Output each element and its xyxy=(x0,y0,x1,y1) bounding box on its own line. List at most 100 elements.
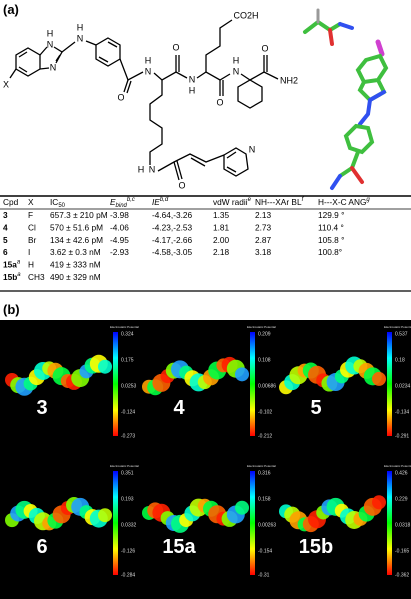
colorbar-title: Electrostatic Potential xyxy=(247,464,276,468)
atom-label: N xyxy=(47,39,54,49)
colorbar-title: Electrostatic Potential xyxy=(384,464,411,468)
atom-label: O xyxy=(261,43,268,53)
cell-text: -4.95 xyxy=(110,235,129,245)
cell-text: -4.17,-2.66 xyxy=(152,235,193,245)
colorbar-title: Electrostatic Potential xyxy=(110,325,139,329)
cell-text: 419 ± 333 nM xyxy=(50,260,101,270)
compound-label: 5 xyxy=(310,397,321,419)
table-cell: 110.4 ° xyxy=(318,223,344,233)
colorbar-tick-label: 0.193 xyxy=(121,496,134,502)
header-text: vdW radii xyxy=(213,197,248,207)
colorbar-tick-label: 0.229 xyxy=(395,496,408,502)
table-header: H---X-C ANGg xyxy=(318,197,370,208)
header-sup: g xyxy=(366,197,370,203)
table-header: X xyxy=(28,197,34,207)
esp-map: 3 Electrostatic Potential 0.324 0.175 0.0253… xyxy=(5,325,139,439)
header-sup: b,c xyxy=(127,197,135,203)
colorbar xyxy=(387,332,392,436)
table-cell: 2.73 xyxy=(255,223,272,233)
cell-sup: a xyxy=(17,272,21,278)
cell-text: 100.8° xyxy=(318,247,342,257)
colorbar-tick-label: 0.209 xyxy=(258,331,271,337)
compound-label: 15a xyxy=(162,536,196,558)
table: Cpd X IC50 Ebindb,c IEb,d vdW radiie NH---XAr … xyxy=(3,197,370,283)
cell-text: 129.9 ° xyxy=(318,210,344,220)
table-header: vdW radiie xyxy=(213,197,252,208)
esp-map: 15a Electrostatic Potential 0.316 0.158 0.00… xyxy=(142,464,276,578)
cell-text: 490 ± 329 nM xyxy=(50,272,101,282)
cell-text: Cl xyxy=(28,223,36,233)
atom-label: H xyxy=(138,164,145,174)
atom-label: O xyxy=(216,97,223,107)
cell-text: 3.62 ± 0.3 nM xyxy=(50,247,101,257)
table-cell: 6 xyxy=(3,247,8,257)
cell-text: -4.06 xyxy=(110,223,129,233)
table-cell: -4.23,-2.53 xyxy=(152,223,193,233)
table-cell: H xyxy=(28,260,34,270)
colorbar-tick-label: 0.537 xyxy=(395,331,408,337)
table-cell: 490 ± 329 nM xyxy=(50,272,101,282)
cell-text: F xyxy=(28,210,33,220)
esp-surface xyxy=(98,359,112,374)
table-cell: 134 ± 42.6 pM xyxy=(50,235,103,245)
table-cell: -4.17,-2.66 xyxy=(152,235,193,245)
table-cell: 2.18 xyxy=(213,247,230,257)
colorbar-tick-label: -0.134 xyxy=(395,409,409,415)
cell-text: 4 xyxy=(3,223,8,233)
atom-label: H xyxy=(233,55,240,65)
colorbar xyxy=(250,471,255,575)
table-cell: 4 xyxy=(3,223,8,233)
colorbar-tick-label: -0.154 xyxy=(258,548,272,554)
table-cell: 3 xyxy=(3,210,8,220)
atom-label: N xyxy=(50,62,57,72)
cell-text: 2.00 xyxy=(213,235,230,245)
atom-label: N xyxy=(249,144,256,154)
colorbar-title: Electrostatic Potential xyxy=(247,325,276,329)
esp-map: 4 Electrostatic Potential 0.209 0.108 0.0068… xyxy=(142,325,276,439)
esp-map: 15b Electrostatic Potential 0.426 0.229 0.03… xyxy=(279,464,411,578)
atom-label: X xyxy=(3,79,9,89)
header-text: Cpd xyxy=(3,197,19,207)
cell-text: 2.13 xyxy=(255,210,272,220)
colorbar-tick-label: -0.124 xyxy=(121,409,135,415)
cell-sup: a xyxy=(17,259,21,265)
atom-label: CO2H xyxy=(233,10,258,20)
colorbar-tick-label: -0.165 xyxy=(395,548,409,554)
table-cell: 2.00 xyxy=(213,235,230,245)
table-header: IEb,d xyxy=(152,197,169,208)
header-text: E xyxy=(110,197,116,207)
header-sub: 50 xyxy=(58,203,65,209)
colorbar-tick-label: 0.0318 xyxy=(395,522,411,528)
cell-text: CH3 xyxy=(28,272,45,282)
cell-text: 2.87 xyxy=(255,235,272,245)
colorbar-tick-label: -0.31 xyxy=(258,572,270,578)
cell-text: I xyxy=(28,247,30,257)
colorbar-tick-label: -0.291 xyxy=(395,433,409,439)
table-cell: 2.13 xyxy=(255,210,272,220)
esp-surface xyxy=(98,508,112,523)
table-cell: 657.3 ± 210 pM xyxy=(50,210,108,220)
header-text: IE xyxy=(152,197,160,207)
header-text: IC xyxy=(50,197,58,207)
table-cell: 570 ± 51.6 pM xyxy=(50,223,103,233)
colorbar-tick-label: 0.108 xyxy=(258,357,271,363)
colorbar-tick-label: 0.18 xyxy=(395,357,405,363)
table-cell: 105.8 ° xyxy=(318,235,344,245)
cell-text: H xyxy=(28,260,34,270)
table-cell: 15aa xyxy=(3,259,21,270)
cell-text: 2.73 xyxy=(255,223,272,233)
colorbar-tick-label: -0.126 xyxy=(121,548,135,554)
atom-label: N xyxy=(189,74,196,84)
cell-text: 3.18 xyxy=(255,247,272,257)
atom-label: H xyxy=(189,85,196,95)
esp-map: 5 Electrostatic Potential 0.537 0.18 0.0234 -… xyxy=(279,325,411,439)
cell-text: 134 ± 42.6 pM xyxy=(50,235,103,245)
header-text: NH---XAr BL xyxy=(255,197,302,207)
compound-label: 15b xyxy=(299,536,333,558)
cell-text: 15b xyxy=(3,272,17,282)
cell-text: 5 xyxy=(3,235,8,245)
colorbar xyxy=(250,332,255,436)
colorbar-tick-label: 0.351 xyxy=(121,470,134,476)
